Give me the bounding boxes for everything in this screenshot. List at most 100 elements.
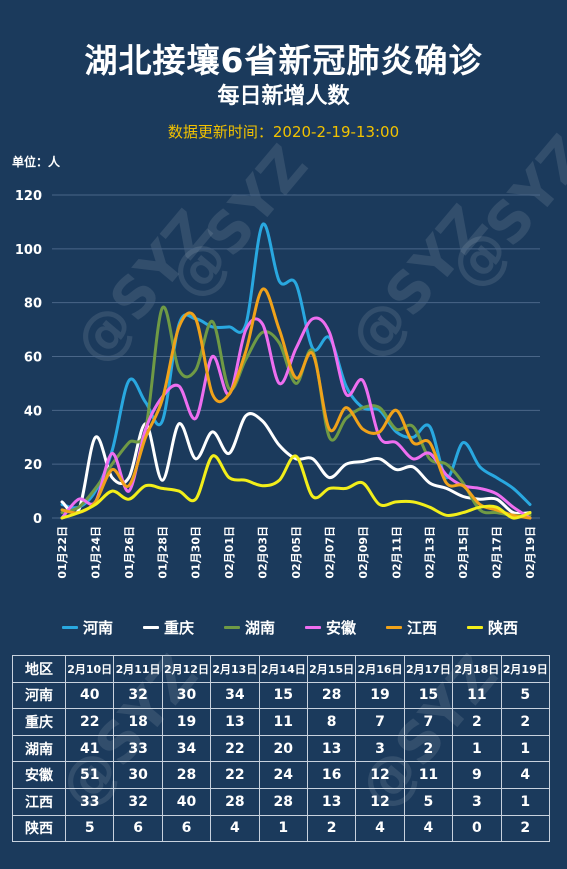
y-tick-label: 0	[33, 512, 42, 527]
table-value-cell: 5	[64, 814, 115, 843]
legend-item: 湖南	[224, 616, 305, 638]
table-date-header: 2月11日	[113, 655, 163, 683]
legend-item: 河南	[62, 616, 143, 638]
table-value-cell: 3	[452, 787, 502, 816]
x-tick-label: 01月26日	[123, 526, 136, 579]
table-header-row: 地区 2月10日 2月11日 2月12日 2月13日 2月14日 2月15日 2月16日 2月1…	[12, 655, 551, 683]
legend-item: 江西	[386, 616, 467, 638]
legend: 河南 重庆 湖南 安徽 江西 陕西	[62, 616, 562, 638]
table-value-cell: 11	[452, 681, 502, 710]
table-value-cell: 1	[500, 787, 551, 816]
table-value-cell: 5	[500, 681, 551, 710]
data-table: 地区 2月10日 2月11日 2月12日 2月13日 2月14日 2月15日 2月16日 2月1…	[12, 655, 551, 843]
legend-swatch	[467, 625, 483, 629]
table-region-cell: 河南	[12, 681, 66, 710]
table-row: 安徽 51 30 28 22 24 16 12 11 9 4	[12, 761, 551, 789]
table-value-cell: 16	[306, 761, 357, 789]
table-value-cell: 1	[452, 734, 502, 763]
series-line-安徽	[60, 316, 532, 520]
table-value-cell: 33	[64, 787, 115, 816]
table-value-cell: 13	[306, 787, 357, 816]
x-tick-label: 01月30日	[190, 526, 203, 579]
table-region-cell: 江西	[12, 787, 66, 816]
table-region-cell: 重庆	[12, 708, 66, 736]
table-date-header: 2月16日	[355, 655, 405, 683]
table-value-cell: 13	[306, 734, 357, 763]
table-value-cell: 18	[113, 708, 163, 736]
table-value-cell: 11	[258, 708, 308, 736]
y-tick-label: 20	[24, 458, 42, 473]
legend-item: 重庆	[143, 616, 224, 638]
table-value-cell: 5	[403, 787, 454, 816]
table-value-cell: 22	[210, 761, 260, 789]
update-time: 数据更新时间：2020-2-19-13:00	[167, 123, 400, 141]
x-tick-label: 02月15日	[457, 526, 470, 579]
series-line-重庆	[60, 412, 532, 516]
table-value-cell: 2	[500, 814, 551, 843]
series-line-江西	[60, 287, 532, 520]
x-tick-label: 02月17日	[491, 526, 504, 579]
table-value-cell: 0	[452, 814, 502, 843]
table-date-header: 2月15日	[306, 655, 357, 683]
x-tick-label: 02月03日	[257, 526, 270, 579]
legend-label: 安徽	[326, 618, 357, 637]
table-value-cell: 4	[210, 814, 260, 843]
legend-swatch	[386, 625, 402, 629]
x-tick-label: 02月11日	[390, 526, 403, 579]
table-value-cell: 20	[258, 734, 308, 763]
table-value-cell: 32	[113, 787, 163, 816]
table-value-cell: 6	[161, 814, 212, 843]
table-value-cell: 28	[258, 787, 308, 816]
table-value-cell: 2	[403, 734, 454, 763]
table-value-cell: 2	[500, 708, 551, 736]
x-tick-label: 02月13日	[424, 526, 437, 579]
legend-swatch	[305, 625, 321, 629]
table-row: 陕西 5 6 6 4 1 2 4 4 0 2	[12, 814, 551, 843]
x-tick-label: 02月07日	[323, 526, 336, 579]
table-date-header: 2月12日	[161, 655, 212, 683]
table-value-cell: 1	[258, 814, 308, 843]
series-line-陕西	[60, 454, 532, 520]
x-tick-label: 01月28日	[156, 526, 169, 579]
table-row: 江西 33 32 40 28 28 13 12 5 3 1	[12, 787, 551, 816]
table-date-header: 2月18日	[452, 655, 502, 683]
table-value-cell: 34	[161, 734, 212, 763]
table-value-cell: 32	[113, 681, 163, 710]
table-value-cell: 40	[64, 681, 115, 710]
table-value-cell: 40	[161, 787, 212, 816]
y-tick-label: 40	[24, 404, 42, 419]
table-value-cell: 6	[113, 814, 163, 843]
table-value-cell: 28	[210, 787, 260, 816]
table-region-cell: 湖南	[12, 734, 66, 763]
legend-item: 陕西	[467, 616, 548, 638]
x-tick-label: 02月09日	[357, 526, 370, 579]
legend-label: 江西	[407, 618, 438, 637]
x-tick-label: 02月01日	[223, 526, 236, 579]
table-region-cell: 安徽	[12, 761, 66, 789]
table-value-cell: 12	[355, 787, 405, 816]
x-tick-label: 01月22日	[56, 526, 69, 579]
table-corner: 地区	[12, 655, 66, 683]
x-tick-label: 02月05日	[290, 526, 303, 579]
table-value-cell: 30	[161, 681, 212, 710]
legend-swatch	[143, 625, 159, 629]
table-region-cell: 陕西	[12, 814, 66, 843]
table-value-cell: 15	[403, 681, 454, 710]
table-value-cell: 22	[64, 708, 115, 736]
table-value-cell: 7	[403, 708, 454, 736]
legend-label: 重庆	[164, 618, 195, 637]
table-date-header: 2月17日	[403, 655, 454, 683]
table-value-cell: 34	[210, 681, 260, 710]
legend-item: 安徽	[305, 616, 386, 638]
y-tick-label: 80	[24, 297, 42, 312]
table-value-cell: 19	[355, 681, 405, 710]
table-date-header: 2月13日	[210, 655, 260, 683]
table-value-cell: 4	[403, 814, 454, 843]
table-value-cell: 28	[161, 761, 212, 789]
table-value-cell: 4	[500, 761, 551, 789]
table-value-cell: 3	[355, 734, 405, 763]
table-date-header: 2月14日	[258, 655, 308, 683]
table-value-cell: 15	[258, 681, 308, 710]
chart-title: 湖北接壤6省新冠肺炎确诊	[84, 41, 483, 80]
table-value-cell: 13	[210, 708, 260, 736]
